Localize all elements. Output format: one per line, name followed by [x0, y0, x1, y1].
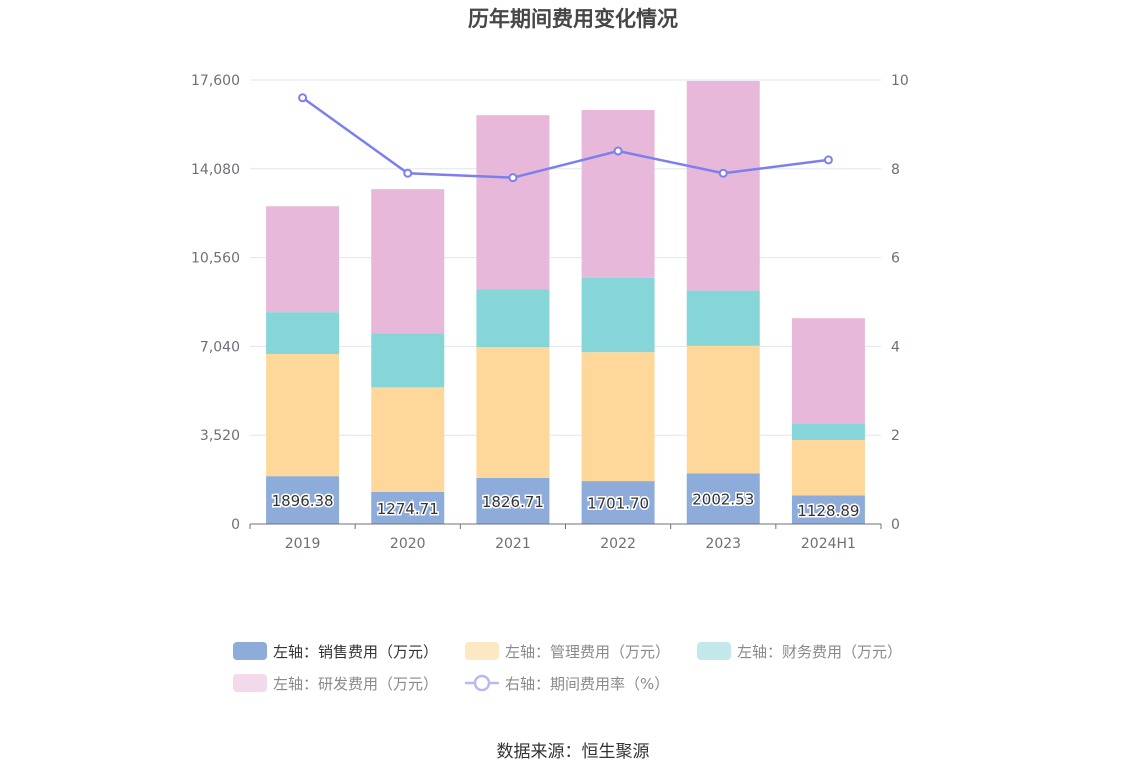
legend-item-4[interactable]: 左轴：研发费用（万元） [233, 674, 438, 693]
bar-segment-1[interactable] [371, 491, 445, 524]
legend-label: 左轴：管理费用（万元） [505, 643, 670, 661]
y-left-tick-label: 10,560 [191, 251, 240, 267]
legend-label: 左轴：销售费用（万元） [273, 643, 438, 661]
line-point[interactable] [298, 93, 308, 103]
bar-segment-1[interactable] [791, 495, 865, 524]
y-right-tick-label: 10 [891, 73, 909, 89]
legend-item-5[interactable]: 右轴：期间费用率（%） [465, 674, 669, 693]
x-tick-label: 2021 [495, 536, 531, 552]
bar-segment-4[interactable] [266, 206, 340, 313]
bar-segment-2[interactable] [476, 347, 550, 478]
y-left-tick-label: 14,080 [191, 162, 240, 178]
bar-segment-3[interactable] [266, 312, 340, 355]
legend-item-2[interactable]: 左轴：管理费用（万元） [465, 642, 670, 661]
axes: 0 0 3,520 2 7,040 4 10,560 6 14,080 8 17,600 10 2019… [191, 73, 909, 552]
y-right-tick-label: 8 [891, 162, 900, 178]
bar-segment-4[interactable] [476, 115, 550, 290]
bar-segment-1[interactable] [581, 481, 655, 524]
bar-segment-4[interactable] [371, 189, 445, 334]
y-right-tick-label: 0 [891, 517, 900, 533]
legend-item-1[interactable]: 左轴：销售费用（万元） [233, 642, 438, 661]
bar-segment-3[interactable] [476, 289, 550, 348]
source-note: 数据来源：恒生聚源 [497, 742, 650, 762]
bar-segment-3[interactable] [371, 333, 445, 388]
bar-segment-2[interactable] [791, 440, 865, 496]
bar-segment-3[interactable] [581, 277, 655, 353]
bar-segment-4[interactable] [686, 80, 760, 291]
legend-label: 左轴：财务费用（万元） [737, 643, 902, 661]
bar-segment-1[interactable] [686, 473, 760, 524]
legend-label: 右轴：期间费用率（%） [505, 675, 669, 693]
y-right-tick-label: 2 [891, 428, 900, 444]
legend-swatch-icon [465, 642, 499, 660]
legend-marker-icon [473, 674, 491, 692]
legend-label: 左轴：研发费用（万元） [273, 675, 438, 693]
y-left-tick-label: 17,600 [191, 73, 240, 89]
bar-segment-4[interactable] [581, 109, 655, 278]
bar-segment-3[interactable] [686, 290, 760, 346]
legend-swatch-icon [697, 642, 731, 660]
x-tick-label: 2024H1 [801, 536, 856, 552]
legend-item-3[interactable]: 左轴：财务费用（万元） [697, 642, 902, 661]
bar-segment-2[interactable] [371, 387, 445, 492]
line-point[interactable] [508, 173, 518, 183]
line-point[interactable] [718, 168, 728, 178]
bar-segment-2[interactable] [686, 345, 760, 474]
line-point[interactable] [403, 168, 413, 178]
legend-swatch-icon [233, 642, 267, 660]
line-series [298, 93, 833, 183]
bar-labels: 1896.38 1274.71 1826.71 1701.70 2002.53 1128.… [270, 489, 861, 521]
y-right-tick-label: 6 [891, 251, 900, 267]
x-tick-label: 2022 [600, 536, 636, 552]
y-left-tick-label: 7,040 [200, 339, 240, 355]
chart-title: 历年期间费用变化情况 [468, 7, 678, 31]
y-left-tick-label: 3,520 [200, 428, 240, 444]
bar-segment-4[interactable] [791, 318, 865, 424]
bar-segment-2[interactable] [581, 352, 655, 482]
line-point[interactable] [613, 146, 623, 156]
y-right-tick-label: 4 [891, 339, 900, 355]
data-label: 1896.38 [272, 492, 334, 510]
legend-swatch-icon [233, 674, 267, 692]
data-label: 1701.70 [587, 495, 649, 513]
line-path [301, 96, 829, 179]
bar-segment-2[interactable] [266, 354, 340, 477]
data-label: 1274.71 [377, 500, 439, 518]
data-label: 1826.71 [482, 493, 544, 511]
bar-segment-1[interactable] [266, 476, 340, 524]
y-left-tick-label: 0 [231, 517, 240, 533]
line-point[interactable] [823, 155, 833, 165]
grid [250, 79, 881, 436]
bar-segment-3[interactable] [791, 423, 865, 441]
x-tick-label: 2020 [390, 536, 426, 552]
legend[interactable]: 左轴：销售费用（万元） 左轴：管理费用（万元） 左轴：财务费用（万元） 左轴：研发费用… [233, 642, 902, 693]
bar-segment-1[interactable] [476, 477, 550, 524]
data-label: 2002.53 [692, 491, 754, 509]
bars [266, 80, 865, 524]
x-tick-label: 2023 [705, 536, 741, 552]
data-label: 1128.89 [797, 502, 859, 520]
x-tick-label: 2019 [285, 536, 321, 552]
